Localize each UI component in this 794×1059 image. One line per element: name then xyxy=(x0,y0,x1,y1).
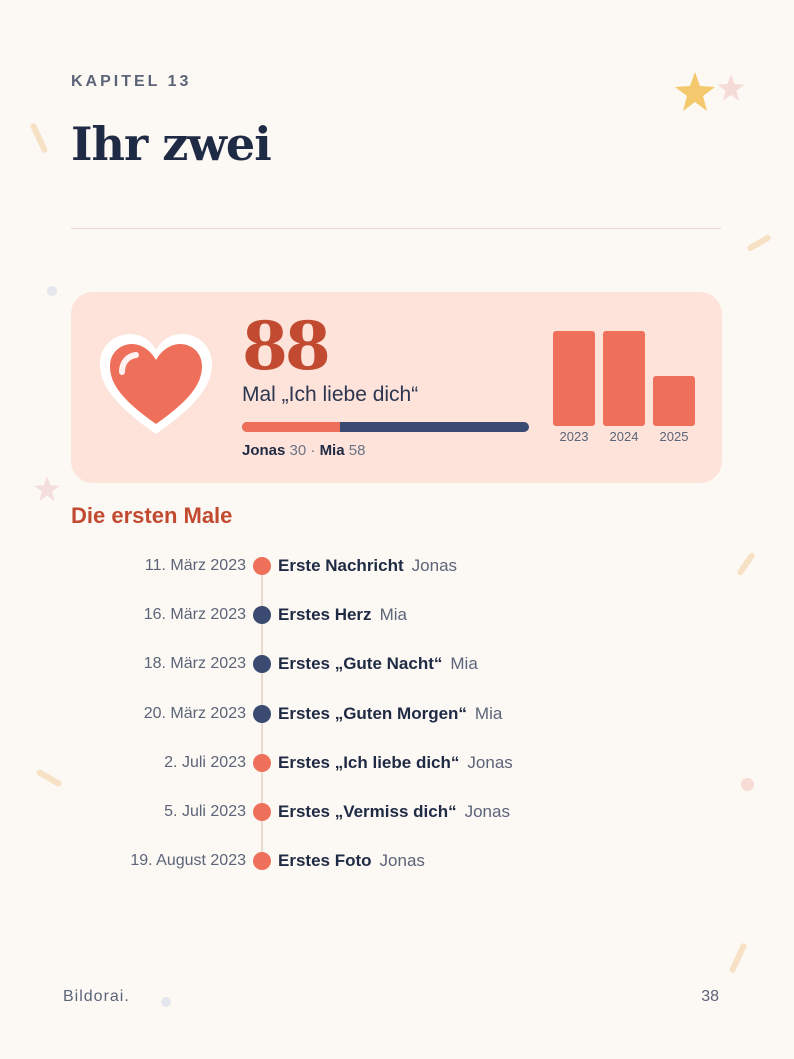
timeline-text: Erstes Herz Mia xyxy=(278,603,407,628)
timeline-dot xyxy=(253,803,271,821)
timeline-date: 5. Juli 2023 xyxy=(164,803,246,820)
split-label: Jonas 30 · Mia 58 xyxy=(242,442,365,459)
confetti-dash xyxy=(29,122,49,154)
page-number: 38 xyxy=(701,988,719,1005)
heart-icon xyxy=(100,334,212,434)
star-decoration-gold xyxy=(675,72,715,111)
timeline-dot xyxy=(253,704,271,723)
timeline-text: Erstes „Ich liebe dich“ Jonas xyxy=(278,751,513,776)
timeline-event: Erstes Foto xyxy=(278,851,372,871)
timeline-person: Mia xyxy=(450,654,478,674)
timeline-event: Erste Nachricht xyxy=(278,556,404,575)
timeline-item: 11. März 2023 Erste Nachricht Jonas xyxy=(0,554,794,578)
timeline-dot xyxy=(253,557,271,575)
timeline-event: Erstes „Vermiss dich“ xyxy=(278,802,457,821)
timeline-item: 2. Juli 2023 Erstes „Ich liebe dich“ Jonas xyxy=(0,751,794,775)
section-title: Die ersten Male xyxy=(71,503,233,528)
timeline-text: Erste Nachricht Jonas xyxy=(278,554,457,579)
timeline-dot xyxy=(253,753,271,772)
bar-2024 xyxy=(603,331,645,426)
timeline-text: Erstes Foto Jonas xyxy=(278,849,425,874)
split-b-value: 58 xyxy=(348,442,366,459)
timeline-date: 19. August 2023 xyxy=(130,852,246,870)
timeline-date: 11. März 2023 xyxy=(144,557,246,574)
timeline-item: 18. März 2023 Erstes „Gute Nacht“ Mia xyxy=(0,652,794,676)
timeline-date: 20. März 2023 xyxy=(143,704,246,722)
timeline-person: Jonas xyxy=(411,556,458,575)
tick-label-2023: 2023 xyxy=(560,429,589,444)
tick-label-2024: 2024 xyxy=(610,429,639,444)
split-progress-fill xyxy=(242,422,340,432)
timeline-event: Erstes „Guten Morgen“ xyxy=(278,703,467,723)
timeline-date: 18. März 2023 xyxy=(143,655,246,673)
confetti-dash xyxy=(728,942,748,974)
timeline-dot xyxy=(253,606,271,625)
split-b-name: Mia xyxy=(319,442,345,459)
split-a-name: Jonas xyxy=(242,442,286,459)
tick-label-2025: 2025 xyxy=(660,429,689,444)
confetti-dot xyxy=(741,778,754,791)
timeline-event: Erstes „Gute Nacht“ xyxy=(278,654,443,674)
timeline-dot xyxy=(253,852,271,871)
divider xyxy=(71,228,721,229)
timeline-item: 20. März 2023 Erstes „Guten Morgen“ Mia xyxy=(0,702,794,726)
timeline-text: Erstes „Vermiss dich“ Jonas xyxy=(278,800,510,825)
star-decoration-pink xyxy=(717,74,745,101)
page-title: Ihr zwei xyxy=(71,117,272,171)
timeline-person: Jonas xyxy=(467,752,513,772)
split-progress-bar xyxy=(242,422,529,432)
timeline-person: Mia xyxy=(379,605,407,625)
timeline-person: Jonas xyxy=(464,802,510,821)
timeline-dot xyxy=(253,655,271,674)
timeline-event: Erstes „Ich liebe dich“ xyxy=(278,752,460,772)
timeline-date: 2. Juli 2023 xyxy=(164,753,246,771)
timeline-item: 5. Juli 2023 Erstes „Vermiss dich“ Jonas xyxy=(0,800,794,824)
love-count: 88 xyxy=(242,307,331,385)
star-decoration-pink xyxy=(34,476,60,502)
timeline-item: 19. August 2023 Erstes Foto Jonas xyxy=(0,849,794,873)
confetti-dot xyxy=(47,286,57,296)
timeline-text: Erstes „Guten Morgen“ Mia xyxy=(278,702,502,727)
timeline-text: Erstes „Gute Nacht“ Mia xyxy=(278,652,478,677)
timeline-item: 16. März 2023 Erstes Herz Mia xyxy=(0,603,794,627)
footer-brand: Bildorai. xyxy=(63,988,130,1005)
yearly-bar-chart: 2023 2024 2025 xyxy=(553,331,695,444)
timeline-person: Jonas xyxy=(379,851,425,871)
confetti-dot xyxy=(161,997,171,1007)
timeline-date: 16. März 2023 xyxy=(143,606,246,624)
confetti-dash xyxy=(746,233,772,253)
bar-2023 xyxy=(553,331,595,426)
split-a-value: 30 xyxy=(289,442,307,459)
timeline-event: Erstes Herz xyxy=(278,605,372,625)
chapter-label: KAPITEL 13 xyxy=(71,73,192,90)
bar-2025 xyxy=(653,376,695,426)
love-caption: Mal „Ich liebe dich“ xyxy=(242,383,419,406)
timeline-person: Mia xyxy=(474,703,503,723)
split-separator: · xyxy=(310,442,316,459)
